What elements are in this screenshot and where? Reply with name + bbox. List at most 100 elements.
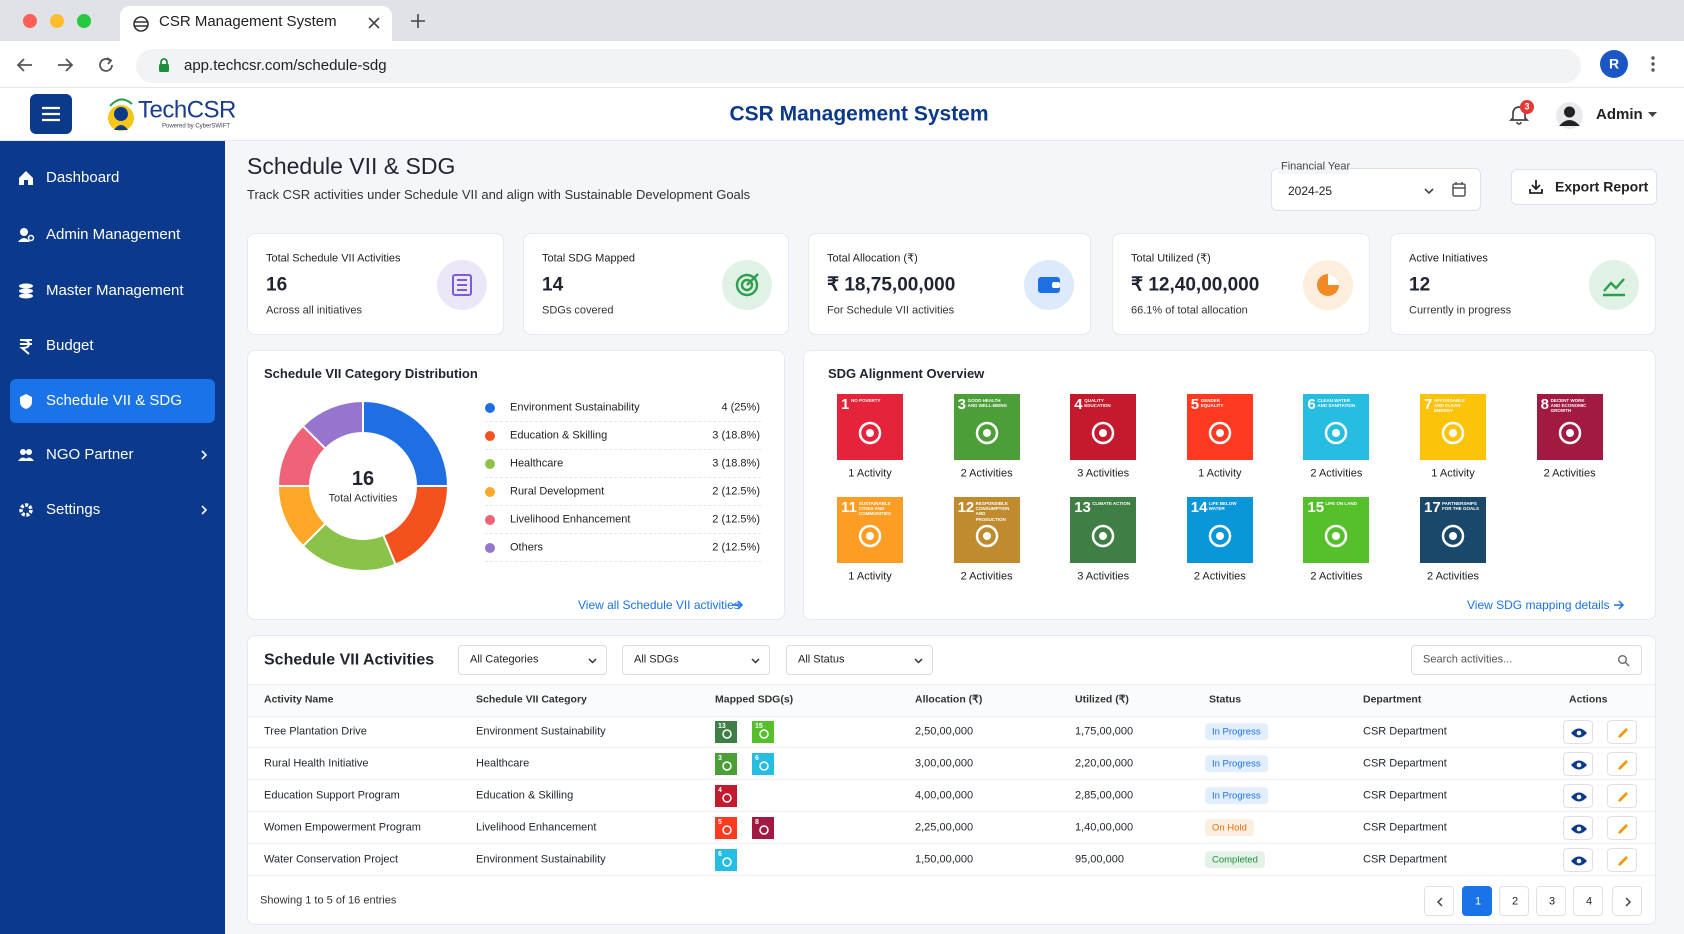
browser-menu[interactable] [1651, 56, 1655, 72]
legend-value: 3 (18.8%) [712, 457, 760, 470]
menu-icon [42, 106, 60, 122]
new-tab[interactable] [411, 14, 425, 28]
user-name[interactable]: Admin [1596, 106, 1643, 123]
profile-avatar[interactable]: R [1600, 50, 1628, 78]
sdg-glyph [1441, 524, 1465, 548]
filter-select[interactable]: All SDGs [622, 645, 770, 675]
sidebar-item[interactable] [10, 490, 215, 530]
cell-utilized: 1,40,00,000 [1075, 821, 1134, 834]
sdg-badge-glyph [722, 793, 732, 803]
sdg-number: 4 [1074, 396, 1083, 413]
cell-department: CSR Department [1363, 789, 1447, 802]
page-subtitle: Track CSR activities under Schedule VII … [247, 187, 751, 203]
sdg-tile[interactable]: 1 NO POVERTY [837, 394, 903, 460]
sidebar-label: Schedule VII & SDG [46, 392, 182, 409]
page-number: 3 [1548, 895, 1556, 908]
legend-value: 2 (12.5%) [712, 485, 760, 498]
page-button[interactable]: 2 [1499, 886, 1529, 916]
legend-dot [485, 403, 495, 413]
app-title: CSR Management System [729, 102, 989, 126]
edit-button[interactable] [1607, 720, 1637, 744]
stat-card: Total Utilized (₹) ₹ 12,40,00,000 66.1% of… [1112, 233, 1370, 335]
view-button[interactable] [1563, 816, 1593, 840]
sdg-tile[interactable]: 3 GOOD HEALTH AND WELL-BEING [953, 394, 1020, 460]
view-icon [1571, 824, 1587, 834]
sdg-badge: 4 [715, 785, 737, 807]
donut-total-label: Total Activities [328, 492, 398, 505]
edit-button[interactable] [1607, 848, 1637, 872]
financial-year-select[interactable]: 2024-25 [1271, 168, 1481, 211]
sdg-tile[interactable]: 4 QUALITY EDUCATION [1070, 394, 1137, 460]
cell-utilized: 2,85,00,000 [1075, 789, 1134, 802]
window-control[interactable] [23, 14, 37, 28]
address-bar[interactable]: app.techcsr.com/schedule-sdg [136, 49, 1581, 83]
menu-button[interactable] [30, 94, 72, 134]
link-arrow [733, 600, 744, 610]
window-control[interactable] [77, 14, 91, 28]
sdg-badge: 6 [752, 753, 774, 775]
sdg-badge-number: 6 [755, 754, 759, 762]
column-header: Department [1363, 693, 1422, 706]
sdg-tile[interactable]: 17 PARTNERSHIPS FOR THE GOALS [1420, 497, 1486, 563]
view-button[interactable] [1563, 784, 1593, 808]
filter-select[interactable]: All Status [786, 645, 933, 675]
page-button[interactable] [1612, 886, 1642, 916]
sdg-glyph [1091, 421, 1115, 445]
sdg-label: LIFE ON LAND [1325, 501, 1357, 506]
page-button[interactable]: 4 [1573, 886, 1603, 916]
edit-icon [1618, 856, 1628, 866]
sdg-tile[interactable]: 14 LIFE BELOW WATER [1186, 497, 1253, 563]
browser-tab[interactable]: CSR Management System [120, 6, 392, 41]
tab-close[interactable] [368, 17, 380, 29]
sdg-tile[interactable]: 8 DECENT WORK AND ECONOMIC GROWTH [1536, 394, 1603, 460]
reload-button[interactable] [98, 57, 114, 73]
back-button[interactable] [16, 58, 33, 72]
stat-icon [1024, 260, 1074, 310]
sdg-tile[interactable]: 12 RESPONSIBLE CONSUMPTION AND PRODUCTION [953, 497, 1020, 563]
forward-button[interactable] [57, 58, 74, 72]
user-caret[interactable] [1648, 112, 1657, 118]
edit-icon [1618, 792, 1628, 802]
view-button[interactable] [1563, 752, 1593, 776]
sdg-label: RESPONSIBLE CONSUMPTION AND PRODUCTION [975, 501, 1010, 522]
sdg-tile[interactable]: 7 AFFORDABLE AND CLEAN ENERGY [1420, 394, 1486, 460]
sdg-label: CLEAN WATER AND SANITATION [1317, 398, 1356, 409]
notification-count: 3 [1524, 101, 1530, 112]
sdg-activity-count: 2 Activities [1193, 570, 1246, 583]
page-button[interactable]: 3 [1536, 886, 1566, 916]
cell-activity-name: Education Support Program [264, 789, 400, 802]
filter-select[interactable]: All Categories [458, 645, 607, 675]
sdg-tile[interactable]: 6 CLEAN WATER AND SANITATION [1303, 394, 1370, 460]
user-avatar[interactable] [1556, 102, 1583, 129]
export-button[interactable]: Export Report [1511, 169, 1657, 205]
sdg-link[interactable]: View SDG mapping details [1467, 597, 1610, 612]
edit-button[interactable] [1607, 816, 1637, 840]
category-link[interactable]: View all Schedule VII activities [578, 597, 740, 612]
sidebar [0, 141, 225, 934]
search-box[interactable]: Search activities... [1411, 645, 1642, 675]
cell-category: Healthcare [476, 757, 530, 770]
sdg-badge-glyph [722, 761, 732, 771]
sdg-tile[interactable]: 15 LIFE ON LAND [1303, 497, 1370, 563]
view-button[interactable] [1563, 848, 1593, 872]
sidebar-label: Master Management [46, 282, 184, 299]
page-button[interactable]: 1 [1462, 886, 1492, 916]
sdg-activity-count: 2 Activities [1543, 467, 1596, 480]
sidebar-item[interactable] [10, 326, 215, 366]
window-control[interactable] [50, 14, 64, 28]
profile-initial: R [1608, 55, 1620, 72]
column-header: Utilized (₹) [1075, 693, 1129, 706]
sidebar-label: Admin Management [46, 226, 181, 243]
legend-label: Healthcare [510, 457, 564, 470]
sidebar-label: NGO Partner [46, 446, 134, 463]
page-button[interactable] [1424, 886, 1454, 916]
sdg-tile[interactable]: 13 CLIMATE ACTION [1070, 497, 1137, 563]
cell-department: CSR Department [1363, 757, 1447, 770]
edit-button[interactable] [1607, 752, 1637, 776]
view-button[interactable] [1563, 720, 1593, 744]
legend-dot [485, 543, 495, 553]
sdg-tile[interactable]: 5 GENDER EQUALITY [1186, 394, 1253, 460]
sdg-tile[interactable]: 11 SUSTAINABLE CITIES AND COMMUNITIES [837, 497, 903, 563]
stat-subtitle: SDGs covered [542, 304, 614, 317]
edit-button[interactable] [1607, 784, 1637, 808]
